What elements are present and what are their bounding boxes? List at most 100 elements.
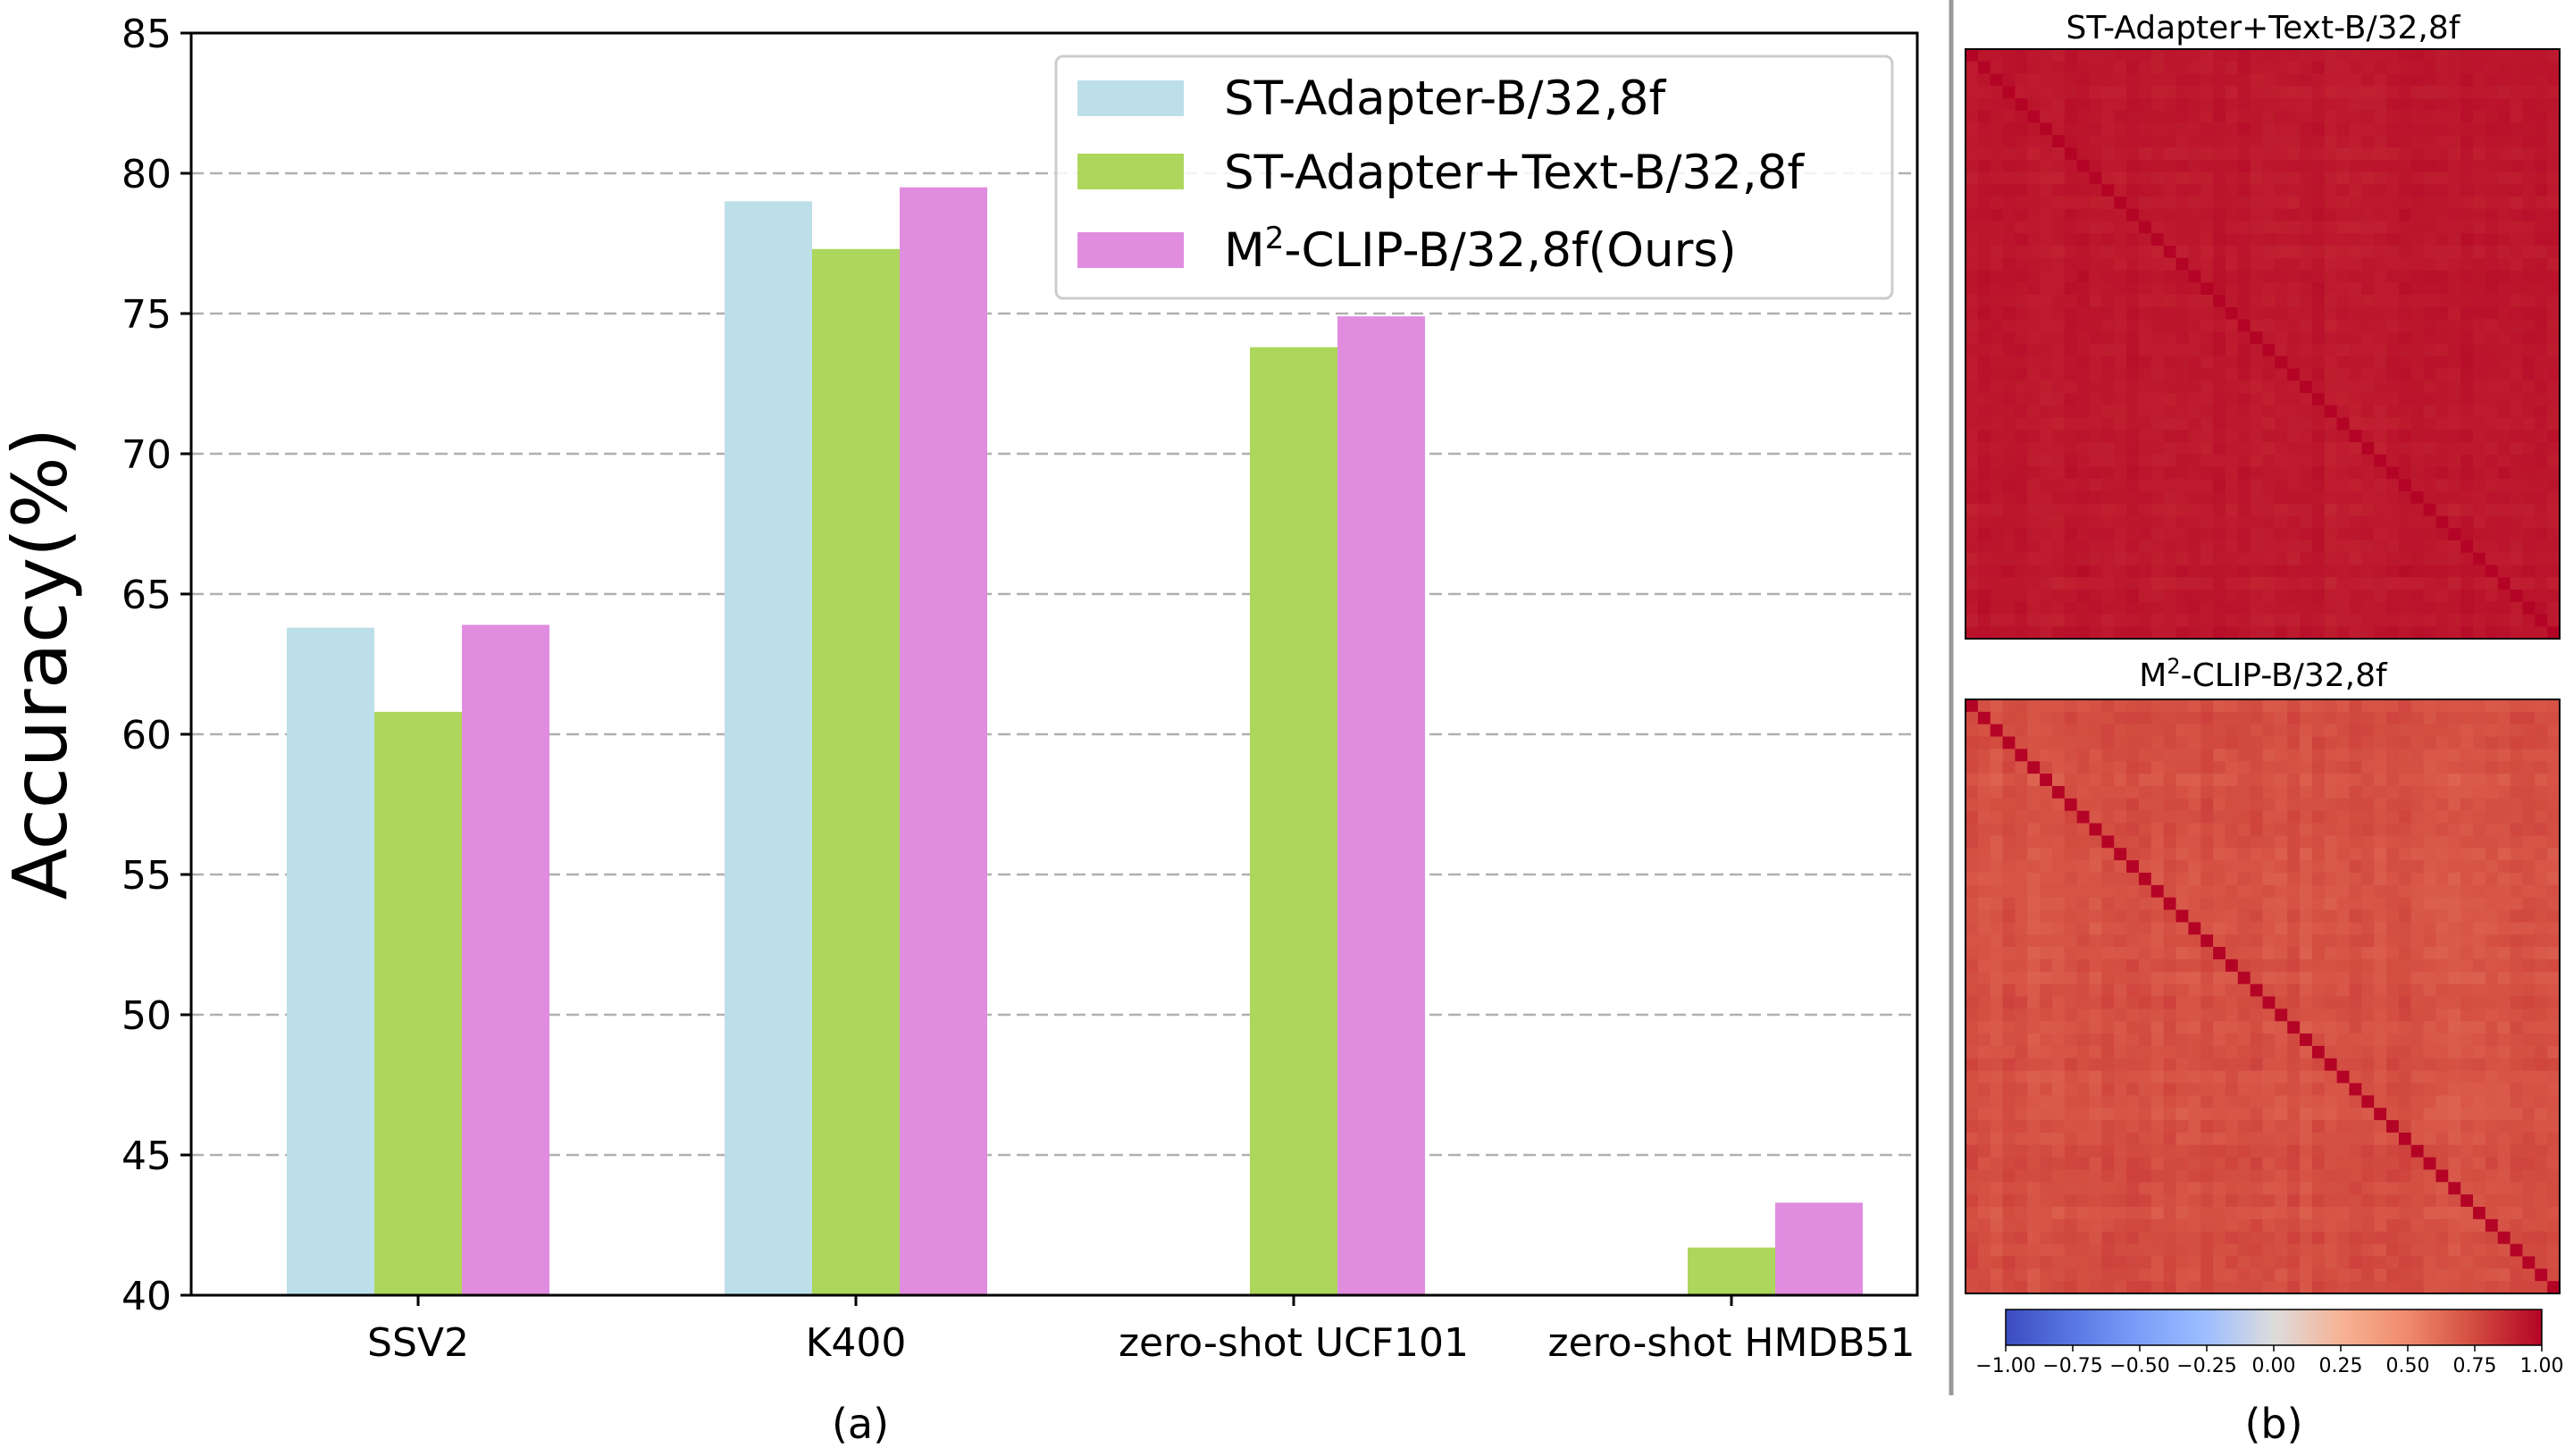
heatmap-cell: [2535, 996, 2548, 1009]
heatmap-cell: [2410, 172, 2425, 185]
heatmap-cell: [2250, 724, 2264, 738]
heatmap-cell: [2064, 872, 2078, 886]
colorbar: −1.00 −0.75 −0.50 −0.25 0.00 0.25 0.50 0.75 1.00: [1975, 1309, 2563, 1377]
heatmap-cell: [2287, 430, 2301, 443]
heatmap-cell: [2510, 49, 2524, 63]
heatmap-cell: [1966, 872, 1979, 886]
heatmap-cell: [2064, 344, 2078, 357]
heatmap-cell: [2089, 1083, 2102, 1096]
heatmap-cell: [2386, 848, 2400, 861]
heatmap-cell: [2089, 73, 2102, 87]
heatmap-cell: [2522, 848, 2536, 861]
heatmap-cell: [2002, 479, 2016, 492]
heatmap-cell: [2361, 159, 2375, 173]
heatmap-cell: [2287, 736, 2301, 750]
heatmap-cell: [2040, 1021, 2053, 1034]
heatmap-cell: [2423, 971, 2437, 985]
heatmap-cell: [2361, 1169, 2375, 1183]
heatmap-cell: [2188, 1218, 2201, 1233]
heatmap-cell: [2361, 1256, 2375, 1269]
heatmap-cell: [1977, 1256, 1991, 1269]
heatmap-cell: [2435, 736, 2449, 750]
heatmap-cell: [2510, 922, 2524, 935]
heatmap-cell: [2547, 711, 2561, 725]
heatmap-cell: [2150, 1120, 2165, 1134]
heatmap-cell: [2522, 98, 2536, 112]
heatmap-cell: [2410, 257, 2425, 272]
heatmap-cell: [2262, 614, 2276, 627]
heatmap-cell: [2213, 233, 2226, 247]
heatmap-cell: [2188, 749, 2201, 762]
heatmap-cell: [2027, 135, 2041, 148]
heatmap-cell: [2040, 147, 2053, 161]
heatmap-cell: [2398, 626, 2412, 640]
heatmap-cell: [2064, 1008, 2078, 1022]
heatmap-cell: [2535, 848, 2548, 861]
heatmap-cell: [2435, 503, 2449, 517]
heatmap-cell: [2386, 122, 2400, 136]
heatmap-cell: [2300, 958, 2313, 973]
heatmap-cell: [2250, 1045, 2264, 1059]
heatmap-cell: [2101, 1182, 2115, 1195]
heatmap-cell: [2448, 1157, 2461, 1171]
heatmap-cell: [2064, 724, 2078, 738]
heatmap-cell: [2361, 172, 2375, 185]
heatmap-cell: [2250, 947, 2264, 960]
heatmap-cell: [2225, 823, 2239, 836]
heatmap-cell: [2300, 724, 2313, 738]
heatmap-cell: [2213, 1256, 2226, 1269]
heatmap-cell: [2311, 1194, 2326, 1208]
heatmap-cell: [1990, 282, 2004, 296]
heatmap-cell: [2051, 159, 2066, 173]
heatmap-cell: [1966, 1120, 1979, 1134]
heatmap-cell: [2386, 356, 2400, 370]
heatmap-cell: [2150, 761, 2165, 774]
heatmap-cell: [2002, 221, 2016, 234]
heatmap-cell: [2237, 1169, 2251, 1183]
heatmap-cell: [2002, 282, 2016, 296]
heatmap-cell: [2485, 246, 2499, 259]
heatmap-cell: [2374, 1033, 2387, 1047]
heatmap-cell: [2101, 393, 2115, 406]
heatmap-cell: [2225, 1132, 2239, 1146]
heatmap-cell: [1990, 922, 2004, 935]
heatmap-cell: [2015, 122, 2028, 136]
heatmap-cell: [1990, 860, 2004, 874]
heatmap-cell: [2027, 1157, 2041, 1171]
heatmap-cell: [2015, 1231, 2028, 1245]
heatmap-cell: [2188, 344, 2201, 357]
heatmap-cell: [2497, 1058, 2511, 1072]
heatmap-cell: [2101, 958, 2115, 973]
heatmap-cell: [2275, 983, 2288, 998]
heatmap-cell: [2547, 454, 2561, 468]
heatmap-cell: [2448, 1045, 2461, 1059]
heatmap-cell: [2237, 577, 2251, 590]
heatmap-cell: [2262, 552, 2276, 566]
heatmap-cell: [2522, 147, 2536, 161]
heatmap-cell: [2089, 184, 2102, 197]
heatmap-cell: [2324, 368, 2338, 381]
heatmap-cell: [2213, 724, 2226, 738]
heatmap-cell: [2089, 848, 2102, 861]
heatmap-cell: [2051, 835, 2066, 849]
heatmap-cell: [2374, 1169, 2387, 1183]
heatmap-cell: [2349, 282, 2362, 296]
heatmap-cell: [2547, 540, 2561, 554]
heatmap-cell: [2089, 430, 2102, 443]
heatmap-cell: [2237, 565, 2251, 578]
heatmap-cell: [2064, 1169, 2078, 1183]
heatmap-cell: [2361, 246, 2375, 259]
heatmap-cell: [2126, 1132, 2140, 1146]
heatmap-cell: [2275, 479, 2288, 492]
heatmap-cell: [2200, 61, 2214, 75]
heatmap-cell: [2349, 344, 2362, 357]
heatmap-cell: [2163, 872, 2177, 886]
heatmap-cell: [2497, 110, 2511, 124]
heatmap-cell: [2064, 699, 2078, 713]
heatmap-cell: [2423, 922, 2437, 935]
heatmap-cell: [2250, 319, 2264, 332]
heatmap-cell: [2547, 49, 2561, 63]
heatmap-cell: [2336, 1045, 2351, 1059]
heatmap-cell: [2076, 774, 2091, 787]
heatmap-cell: [2324, 515, 2338, 529]
